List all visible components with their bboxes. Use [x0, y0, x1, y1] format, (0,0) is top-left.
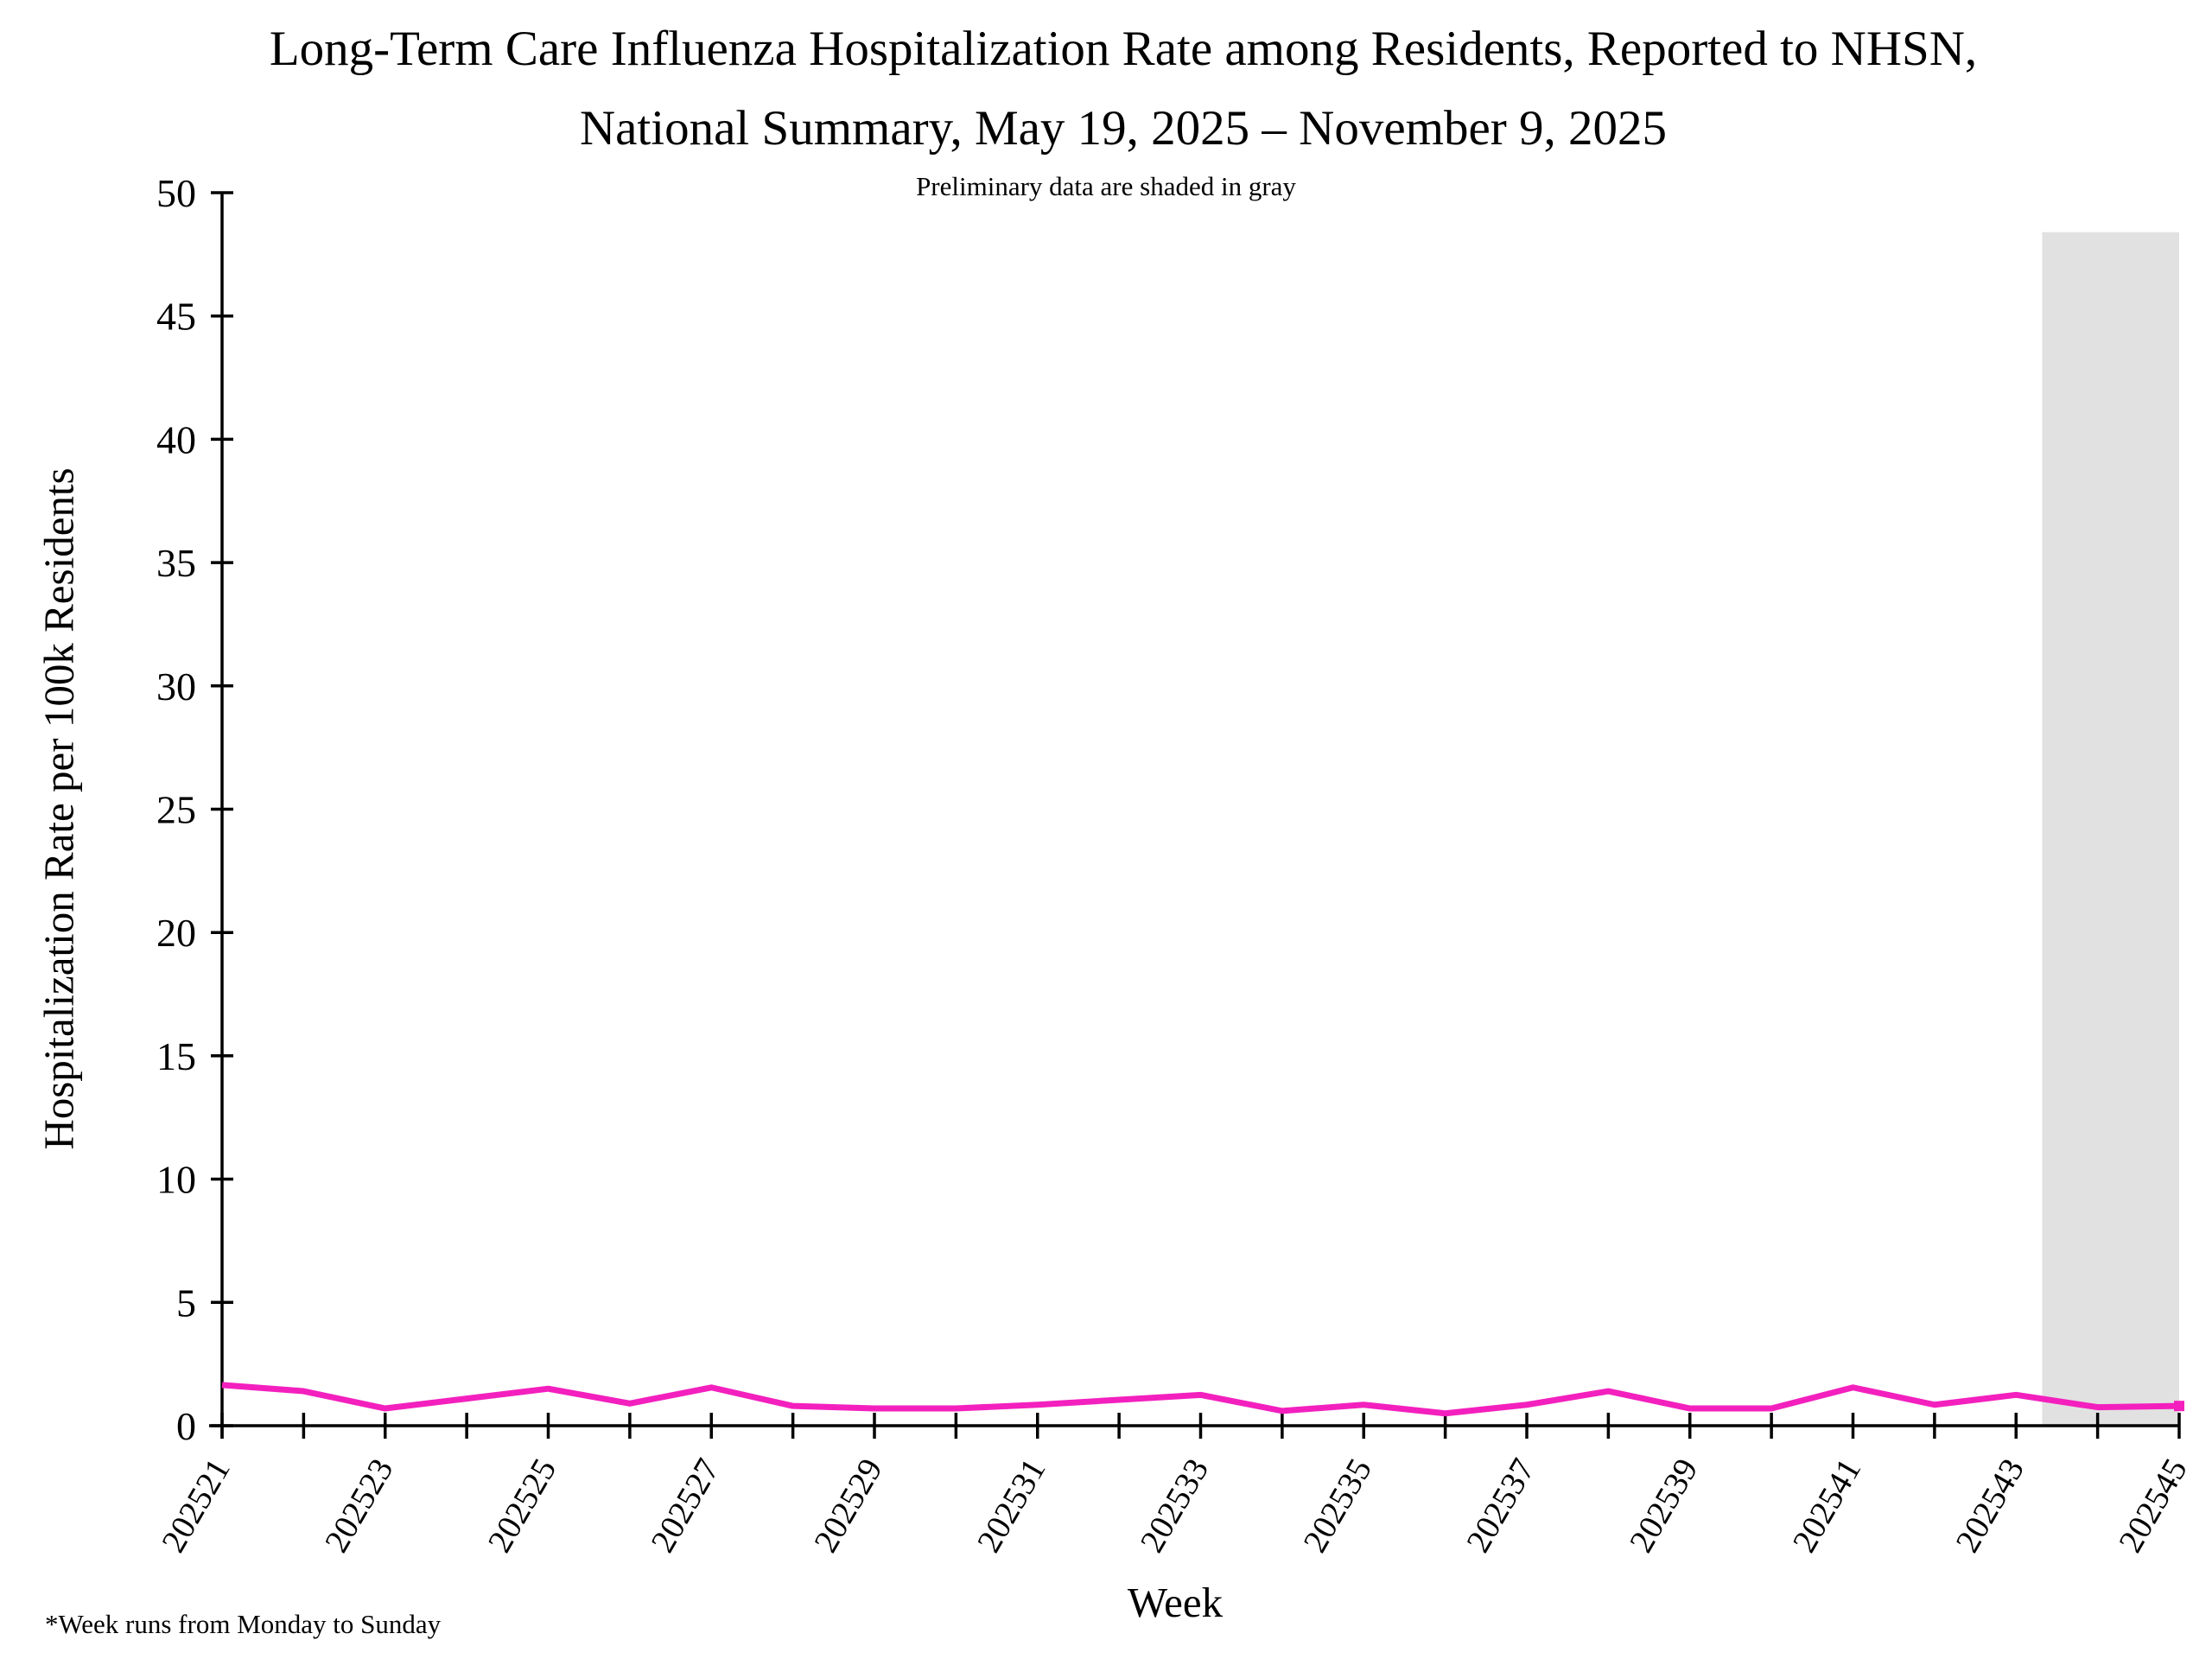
preliminary-data-region	[2042, 232, 2179, 1426]
x-tick-label: 202521	[155, 1452, 238, 1559]
x-tick-label: 202545	[2112, 1452, 2195, 1559]
data-line	[221, 1382, 2180, 1417]
x-tick-label: 202533	[1134, 1452, 1217, 1559]
y-tick-label: 10	[156, 1158, 196, 1202]
x-tick-label: 202525	[481, 1452, 564, 1559]
y-tick-label: 35	[156, 541, 196, 585]
footnote: *Week runs from Monday to Sunday	[45, 1609, 442, 1639]
y-tick-label: 15	[156, 1034, 196, 1078]
x-tick-label: 202527	[644, 1452, 727, 1559]
x-tick-label: 202531	[970, 1452, 1053, 1559]
y-tick-label: 0	[176, 1404, 196, 1448]
x-tick-label: 202543	[1948, 1452, 2031, 1559]
chart-subtitle: Preliminary data are shaded in gray	[916, 171, 1296, 201]
y-tick-label: 40	[156, 417, 196, 461]
chart-title-line1: Long-Term Care Influenza Hospitalization…	[269, 22, 1978, 76]
y-tick-label: 50	[156, 171, 196, 215]
x-axis-title: Week	[1127, 1579, 1224, 1626]
y-tick-label: 45	[156, 295, 196, 339]
chart-title-line2: National Summary, May 19, 2025 – Novembe…	[579, 101, 1668, 156]
y-tick-label: 25	[156, 788, 196, 832]
x-tick-label: 202523	[318, 1452, 401, 1559]
x-tick-label: 202541	[1786, 1452, 1869, 1559]
x-tick-label: 202539	[1623, 1452, 1706, 1559]
y-tick-label: 20	[156, 911, 196, 955]
line-end-marker	[2174, 1401, 2184, 1412]
x-tick-label: 202537	[1459, 1452, 1542, 1559]
y-tick-label: 5	[176, 1281, 196, 1325]
x-tick-label: 202529	[807, 1452, 890, 1559]
y-tick-label: 30	[156, 664, 196, 709]
x-tick-label: 202535	[1296, 1452, 1379, 1559]
